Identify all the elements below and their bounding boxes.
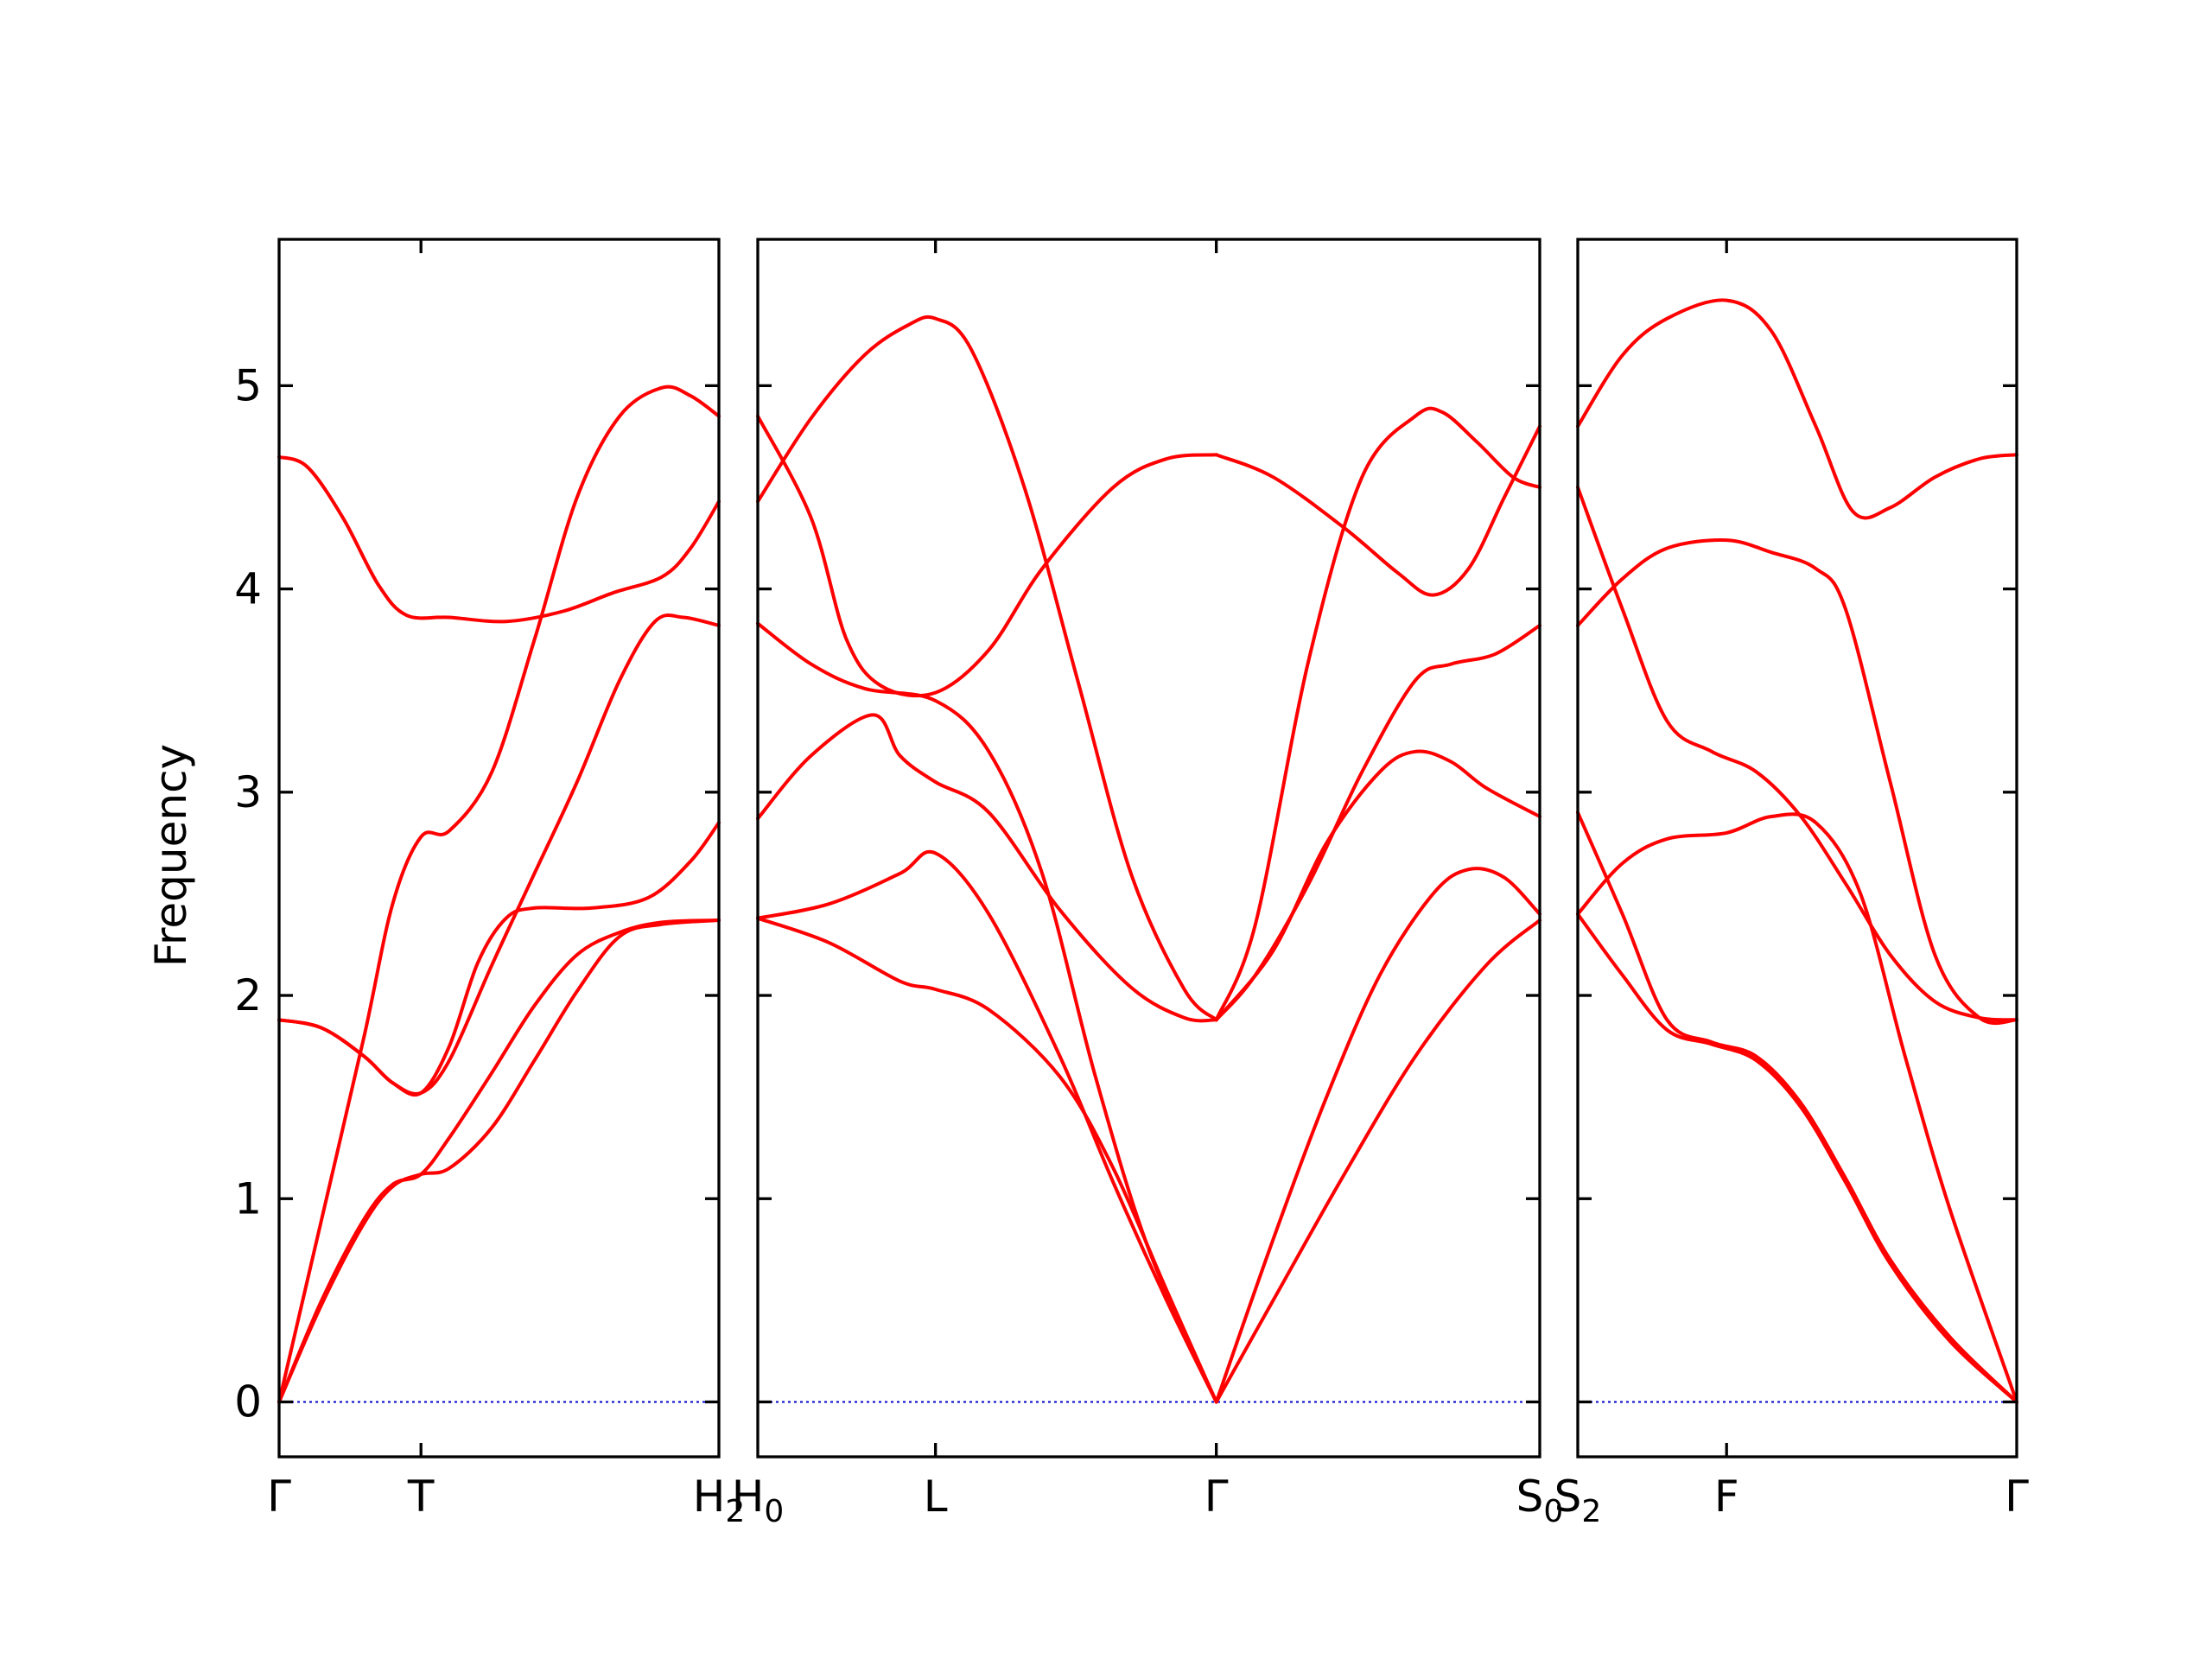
band-line-1: [1576, 912, 2018, 1404]
y-tick-label: 5: [234, 360, 262, 410]
x-tick-label: F: [1714, 1471, 1739, 1522]
y-tick-label: 1: [234, 1173, 262, 1224]
band-line-6: [1576, 298, 2018, 520]
panel-2: H0 L Γ S0: [732, 238, 1564, 1529]
x-tick-label: T: [407, 1471, 435, 1522]
y-tick-label: 4: [234, 564, 262, 614]
band-line-6: [756, 414, 1218, 698]
band-line-2: [1576, 810, 2018, 1404]
band-line-11: [1214, 406, 1541, 1022]
band-line-1: [277, 918, 721, 1404]
band-line-5: [1576, 537, 2018, 1026]
x-tick-label: S0: [1516, 1471, 1564, 1529]
band-line-4: [756, 621, 1218, 1404]
band-line-7: [1214, 918, 1541, 1404]
x-tick-label: Γ: [1205, 1471, 1229, 1522]
band-line-4: [1576, 486, 2018, 1022]
band-line-4: [277, 385, 721, 1404]
y-tick-label: 2: [234, 970, 262, 1020]
y-axis-label: Frequency: [146, 744, 196, 967]
x-tick-label: H2: [693, 1471, 746, 1529]
band-line-9: [1214, 749, 1541, 1022]
band-line-3: [1576, 812, 2018, 1404]
panel-1: Γ T H2: [267, 238, 746, 1529]
x-tick-label: Γ: [267, 1471, 291, 1522]
band-line-3: [756, 713, 1218, 1023]
x-tick-label: Γ: [2005, 1471, 2029, 1522]
band-line-1: [756, 916, 1218, 1404]
band-line-3: [277, 821, 721, 1097]
band-line-8: [1214, 867, 1541, 1404]
panel-frame: [1576, 238, 2018, 1459]
band-line-10: [1214, 623, 1541, 1022]
band-line-2: [277, 918, 721, 1404]
panel-3: S2 F Γ: [1554, 238, 2029, 1529]
band-line-6: [277, 454, 721, 624]
band-line-2: [756, 849, 1218, 1404]
band-line-5: [277, 613, 721, 1096]
band-line-5: [756, 315, 1218, 1022]
x-tick-label: L: [924, 1471, 948, 1522]
x-tick-label: H0: [732, 1471, 785, 1529]
panel-frame: [756, 238, 1541, 1459]
panel-frame: [277, 238, 721, 1459]
x-tick-label: S2: [1554, 1471, 1602, 1529]
band-line-12: [1214, 424, 1541, 597]
y-tick-label: 0: [234, 1376, 262, 1427]
y-tick-label: 3: [234, 767, 262, 817]
